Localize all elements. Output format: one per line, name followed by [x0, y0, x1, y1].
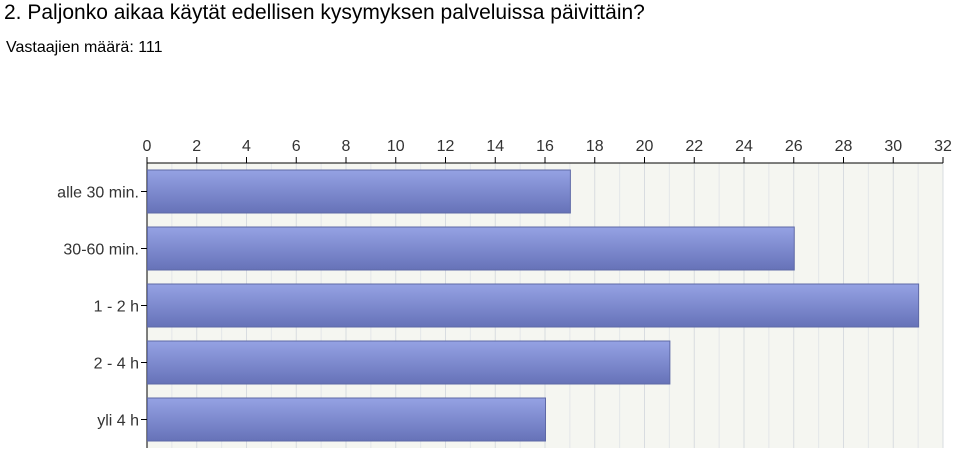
x-tick-label: 32	[934, 138, 952, 155]
x-tick-label: 20	[636, 138, 654, 155]
x-tick-label: 26	[785, 138, 803, 155]
y-tick-label: 1 - 2 h	[94, 299, 139, 316]
x-tick-label: 28	[835, 138, 853, 155]
x-tick-label: 16	[536, 138, 554, 155]
y-tick-label: 30-60 min.	[63, 242, 139, 259]
chart-title: 2. Paljonko aikaa käytät edellisen kysym…	[4, 1, 645, 24]
x-tick-label: 22	[685, 138, 703, 155]
x-tick-label: 14	[486, 138, 504, 155]
bar	[147, 226, 795, 271]
x-tick-label: 0	[143, 138, 152, 155]
x-tick-label: 6	[292, 138, 301, 155]
x-tick-label: 10	[387, 138, 405, 155]
x-tick-label: 4	[242, 138, 251, 155]
respondent-count: Vastaajien määrä: 111	[6, 39, 163, 56]
bar	[147, 397, 546, 442]
bar	[147, 169, 571, 214]
y-tick-label: yli 4 h	[97, 413, 139, 430]
x-tick-label: 30	[884, 138, 902, 155]
y-tick-label: 2 - 4 h	[94, 356, 139, 373]
y-tick-label: alle 30 min.	[57, 185, 139, 202]
x-tick-label: 18	[586, 138, 604, 155]
x-tick-label: 24	[735, 138, 753, 155]
x-tick-label: 12	[437, 138, 455, 155]
bar	[147, 340, 671, 385]
x-tick-label: 8	[342, 138, 351, 155]
x-tick-label: 2	[192, 138, 201, 155]
bar	[147, 283, 920, 328]
